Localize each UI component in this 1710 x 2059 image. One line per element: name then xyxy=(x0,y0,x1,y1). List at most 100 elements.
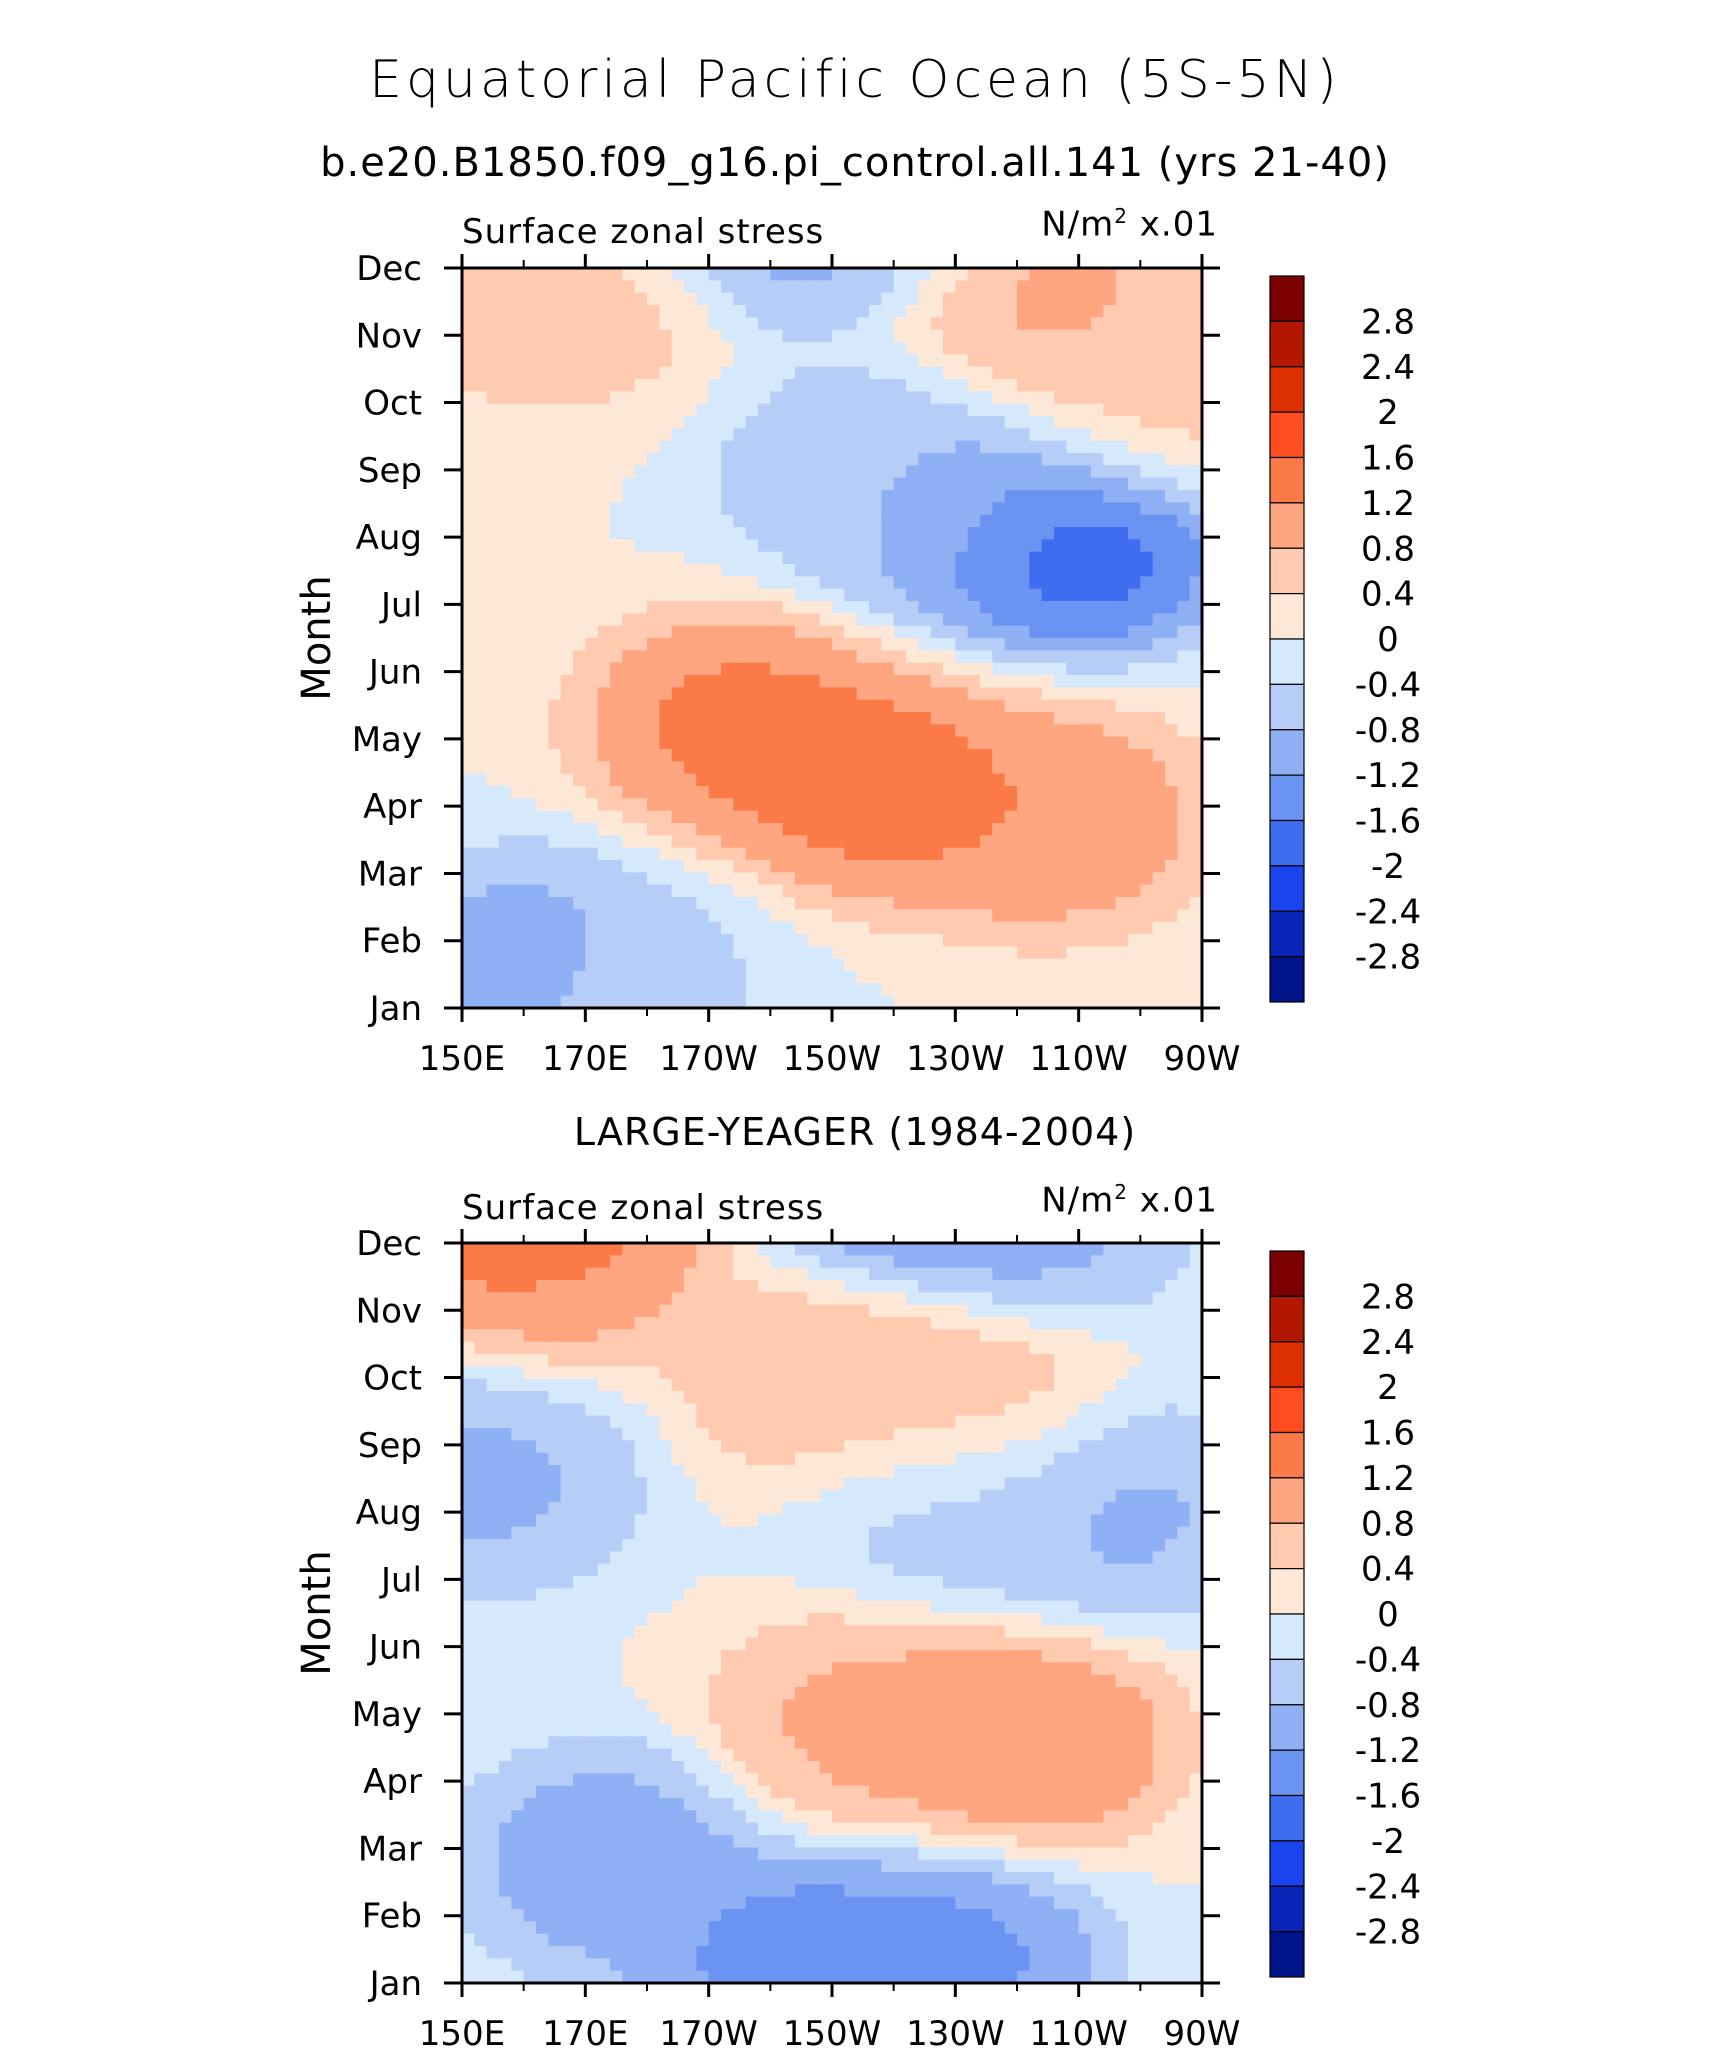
contour-cell xyxy=(708,1317,722,1330)
contour-cell xyxy=(696,1859,710,1873)
contour-cell xyxy=(560,786,574,799)
contour-cell xyxy=(684,1440,697,1454)
contour-cell xyxy=(462,1872,475,1885)
contour-cell xyxy=(511,527,525,540)
contour-cell xyxy=(573,268,586,281)
contour-cell xyxy=(647,1280,660,1293)
contour-cell xyxy=(499,1403,512,1417)
contour-cell xyxy=(511,477,525,491)
contour-cell xyxy=(573,1563,586,1577)
contour-cell xyxy=(647,1267,660,1281)
contour-cell xyxy=(647,1317,660,1330)
contour-cell xyxy=(560,1428,574,1441)
contour-cell xyxy=(610,1502,623,1515)
contour-cell xyxy=(499,366,512,380)
contour-cell xyxy=(573,761,586,775)
contour-cell xyxy=(659,1452,673,1466)
contour-cell xyxy=(647,1674,660,1688)
contour-cell xyxy=(511,1576,525,1589)
contour-cell xyxy=(523,823,537,836)
contour-cell xyxy=(474,305,488,318)
contour-cell xyxy=(548,354,562,368)
contour-cell xyxy=(684,1391,697,1404)
contour-cell xyxy=(573,1502,586,1515)
contour-cell xyxy=(708,1847,722,1861)
contour-cell xyxy=(548,514,562,528)
contour-cell xyxy=(659,1502,673,1515)
contour-cell xyxy=(536,440,549,454)
contour-cell xyxy=(647,1662,660,1676)
contour-cell xyxy=(474,317,488,331)
contour-cell xyxy=(585,1625,599,1639)
contour-cell xyxy=(511,1465,525,1478)
contour-cell xyxy=(474,1958,488,1972)
contour-cell xyxy=(462,551,475,565)
contour-cell xyxy=(659,1354,673,1367)
contour-cell xyxy=(684,1576,697,1589)
contour-cell xyxy=(659,1699,673,1713)
contour-cell xyxy=(647,1428,660,1441)
contour-cell xyxy=(536,1835,549,1848)
contour-cell xyxy=(523,1415,537,1429)
contour-cell xyxy=(573,1403,586,1417)
contour-cell xyxy=(585,1341,599,1355)
contour-cell xyxy=(721,1317,734,1330)
contour-cell xyxy=(560,971,574,984)
contour-cell xyxy=(536,1724,549,1737)
contour-cell xyxy=(573,1761,586,1774)
contour-cell xyxy=(585,1884,599,1898)
contour-cell xyxy=(671,1267,685,1281)
contour-cell xyxy=(597,1403,611,1417)
contour-cell xyxy=(671,1736,685,1750)
contour-cell xyxy=(536,909,549,923)
contour-cell xyxy=(597,1576,611,1589)
contour-cell xyxy=(536,1403,549,1417)
contour-cell xyxy=(684,1354,697,1367)
contour-cell xyxy=(548,1896,562,1910)
contour-cell xyxy=(486,1859,500,1873)
contour-cell xyxy=(610,1909,623,1922)
contour-cell xyxy=(462,1526,475,1540)
contour-cell xyxy=(634,1378,648,1392)
contour-cell xyxy=(462,1625,475,1639)
contour-cell xyxy=(696,1526,710,1540)
contour-cell xyxy=(462,305,475,318)
contour-cell xyxy=(721,1378,734,1392)
contour-cell xyxy=(536,1773,549,1787)
contour-cell xyxy=(610,1810,623,1824)
contour-cell xyxy=(684,1736,697,1750)
contour-cell xyxy=(474,946,488,960)
contour-cell xyxy=(708,1539,722,1552)
contour-cell xyxy=(659,1958,673,1972)
contour-cell xyxy=(548,1699,562,1713)
contour-cell xyxy=(696,1267,710,1281)
contour-cell xyxy=(708,1699,722,1713)
contour-cell xyxy=(647,1477,660,1491)
contour-cell xyxy=(610,1687,623,1700)
contour-cell xyxy=(486,440,500,454)
contour-cell xyxy=(523,699,537,713)
contour-cell xyxy=(696,1378,710,1392)
contour-cell xyxy=(462,798,475,812)
contour-cell xyxy=(536,317,549,331)
contour-cell xyxy=(560,1872,574,1885)
contour-cell xyxy=(548,884,562,898)
contour-cell xyxy=(536,514,549,528)
contour-cell xyxy=(647,1637,660,1651)
contour-cell xyxy=(573,1921,586,1935)
contour-cell xyxy=(684,1403,697,1417)
contour-cell xyxy=(610,1255,623,1269)
contour-cell xyxy=(486,983,500,997)
contour-cell xyxy=(486,1329,500,1343)
contour-cell xyxy=(610,1625,623,1639)
contour-cell xyxy=(671,1255,685,1269)
contour-cell xyxy=(560,1773,574,1787)
contour-cell xyxy=(560,342,574,355)
contour-cell xyxy=(499,1440,512,1454)
contour-cell xyxy=(647,1909,660,1922)
contour-cell xyxy=(474,1255,488,1269)
contour-cell xyxy=(708,1835,722,1848)
contour-cell xyxy=(597,1551,611,1565)
contour-cell xyxy=(597,1280,611,1293)
contour-cell xyxy=(659,1243,673,1256)
